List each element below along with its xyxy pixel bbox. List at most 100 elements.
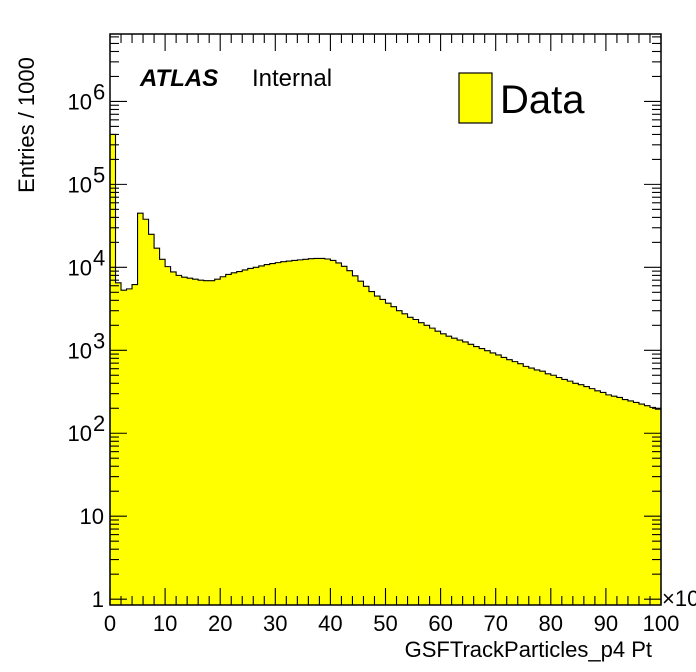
histogram-bin <box>335 262 342 605</box>
histogram-bin <box>192 279 199 605</box>
histogram-bin <box>291 260 298 605</box>
x-tick-label: 50 <box>373 611 397 636</box>
histogram-bin <box>528 368 535 605</box>
histogram-bin <box>170 271 177 605</box>
histogram-bin <box>330 260 337 605</box>
histogram-bin <box>435 331 441 605</box>
y-tick-label-exponent: 4 <box>93 245 105 270</box>
histogram-bin <box>440 333 447 605</box>
histogram-bin <box>209 280 216 605</box>
histogram-bin <box>484 350 491 605</box>
legend: Data <box>458 72 585 124</box>
y-axis-title: Entries / 1000 <box>14 57 39 193</box>
histogram-bin <box>214 279 221 605</box>
x-axis-tick-labels: 0 10 20 30 40 50 60 70 80 90 100 <box>104 611 679 636</box>
histogram-bin <box>539 371 546 605</box>
histogram-bin <box>611 396 618 605</box>
histogram-bin <box>264 264 271 605</box>
plot-frame <box>109 33 662 606</box>
histogram-bin <box>649 407 656 605</box>
histogram-bin <box>644 405 651 605</box>
y-tick-label-base: 10 <box>80 504 104 529</box>
histogram-bin <box>545 373 552 605</box>
legend-swatch-data <box>458 72 493 124</box>
histogram-bin <box>457 340 464 605</box>
y-tick-label-base: 10 <box>68 338 92 363</box>
histogram-bin <box>143 219 149 605</box>
histogram-bin <box>313 258 320 605</box>
histogram-bin <box>594 390 601 605</box>
histogram-bin <box>479 348 486 605</box>
histogram-outline <box>109 133 662 605</box>
y-tick-label-exponent: 6 <box>93 79 105 104</box>
histogram-bin <box>600 392 607 605</box>
histogram-bin <box>534 369 541 605</box>
histogram-bin <box>379 299 386 605</box>
histogram-bin <box>517 363 524 605</box>
histogram-bin <box>148 234 155 605</box>
x-tick-label: 100 <box>643 611 680 636</box>
histogram-bin <box>627 400 634 605</box>
histogram-bin <box>391 306 397 605</box>
histogram-bin <box>236 271 243 605</box>
histogram-bin <box>495 354 502 605</box>
histogram-bin <box>115 282 122 605</box>
histogram-bin <box>297 259 304 605</box>
histogram-bin <box>275 262 282 605</box>
histogram-bin <box>346 270 353 605</box>
histogram-bin <box>159 259 166 605</box>
histogram-bin <box>446 336 453 605</box>
x-tick-label: 30 <box>263 611 287 636</box>
y-tick-label-base: 10 <box>68 89 92 114</box>
y-tick-label: 10 <box>80 504 104 529</box>
x-tick-label: 70 <box>483 611 507 636</box>
histogram-bin <box>490 352 497 605</box>
histogram-bin <box>280 261 287 605</box>
histogram-bin <box>616 397 623 605</box>
histogram-bin <box>225 274 232 605</box>
histogram-bin <box>181 277 188 605</box>
histogram-bin <box>132 284 138 605</box>
histogram-bin <box>198 280 205 605</box>
histogram-bin <box>324 259 331 605</box>
histogram-bin <box>154 248 160 605</box>
y-tick-label-base: 10 <box>68 421 92 446</box>
histogram-bin <box>253 267 260 605</box>
x-tick-label: 10 <box>153 611 177 636</box>
histogram-bin <box>451 338 458 605</box>
y-tick-label: 10 4 <box>68 245 106 280</box>
histogram-bin <box>203 280 210 605</box>
histogram-bin <box>302 259 309 605</box>
histogram-bin <box>231 272 238 605</box>
histogram-bin <box>402 313 408 605</box>
histogram-bin <box>286 261 293 605</box>
y-tick-label-exponent: 2 <box>93 411 105 436</box>
y-tick-label: 1 <box>92 587 104 612</box>
histogram-bin <box>589 388 596 605</box>
histogram-bin <box>374 296 381 605</box>
histogram-bin <box>308 258 315 605</box>
histogram-bin <box>512 361 519 605</box>
x-axis-title: GSFTrackParticles_p4 Pt <box>405 637 652 662</box>
y-tick-label: 10 5 <box>68 162 106 197</box>
histogram-bin <box>126 288 133 605</box>
histogram-bin <box>418 322 425 605</box>
histogram-bin <box>473 346 480 605</box>
histogram-bin <box>655 409 662 605</box>
histogram-bin <box>583 386 590 605</box>
y-tick-label: 10 6 <box>68 79 106 114</box>
histogram-bin <box>357 281 364 605</box>
y-tick-label-base: 1 <box>92 587 104 612</box>
histogram-bin <box>638 404 645 605</box>
histogram-bin <box>605 394 612 605</box>
histogram-bin <box>468 344 475 605</box>
histogram-bin <box>578 384 585 605</box>
x-tick-label: 60 <box>428 611 452 636</box>
histogram-bin <box>622 399 629 605</box>
internal-label: Internal <box>252 65 332 92</box>
histogram-bin <box>429 328 436 605</box>
y-tick-label: 10 3 <box>68 328 106 363</box>
x-tick-label: 40 <box>318 611 342 636</box>
